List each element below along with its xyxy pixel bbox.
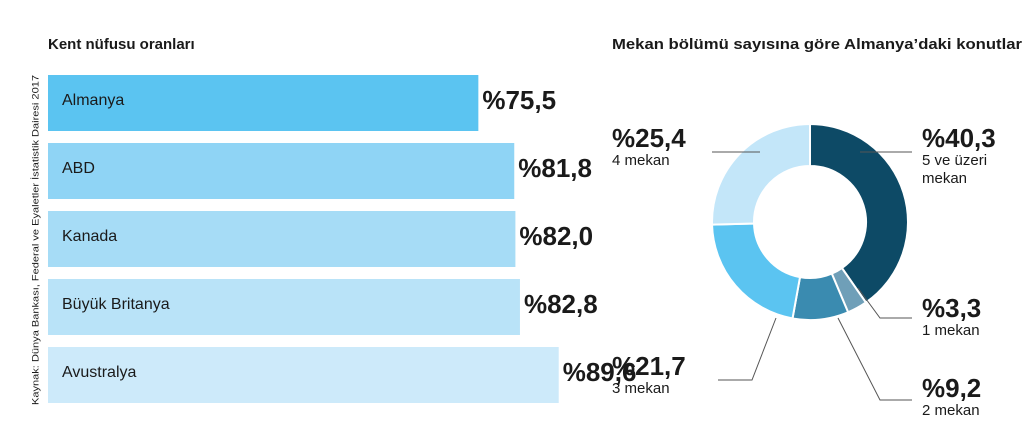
category-label: Büyük Britanya (62, 296, 170, 313)
category-label: ABD (62, 160, 95, 177)
category-label: 4 mekan (612, 152, 670, 169)
pie-label: %21,7 3 mekan (612, 352, 702, 398)
bar (48, 347, 559, 403)
value-label: %82,8 (524, 289, 598, 319)
category-label: Kanada (62, 228, 117, 245)
value-label: %82,0 (519, 221, 593, 251)
bar (48, 279, 520, 335)
donut-segment (809, 122, 909, 304)
category-label: 2 mekan (922, 402, 980, 419)
pie-label: %25,4 4 mekan (612, 124, 702, 170)
value-label: %40,3 (922, 123, 996, 153)
category-label: Almanya (62, 92, 124, 109)
value-label: %25,4 (612, 123, 686, 153)
value-label: %21,7 (612, 351, 686, 381)
pie-title: Mekan bölümü sayısına göre Almanya’daki … (612, 36, 1022, 53)
leader-line (837, 317, 912, 401)
bar (48, 211, 516, 267)
pie-label: %40,3 5 ve üzeri mekan (922, 124, 1012, 188)
category-label: 1 mekan (922, 322, 980, 339)
source: Kaynak: Dünya Bankası, Federal ve Eyalet… (31, 75, 42, 405)
category-label: 3 mekan (612, 380, 670, 397)
pie-label: %9,2 2 mekan (922, 374, 1012, 420)
value-label: %81,8 (518, 153, 592, 183)
category-label: Avustralya (62, 364, 137, 381)
donut-segment (711, 222, 802, 320)
category-label: 5 ve üzeri mekan (922, 152, 988, 187)
leader-line (718, 317, 777, 381)
value-label: %3,3 (922, 293, 982, 323)
pie-label: %3,3 1 mekan (922, 294, 1012, 340)
leader-line (857, 287, 912, 319)
bar (48, 143, 515, 199)
value-label: %75,5 (482, 85, 556, 115)
value-label: %9,2 (922, 373, 982, 403)
value-label: %89,6 (563, 357, 637, 387)
bar-title: Kent nüfusu oranları (48, 36, 195, 53)
bar (48, 75, 479, 131)
donut-segment (711, 122, 811, 226)
